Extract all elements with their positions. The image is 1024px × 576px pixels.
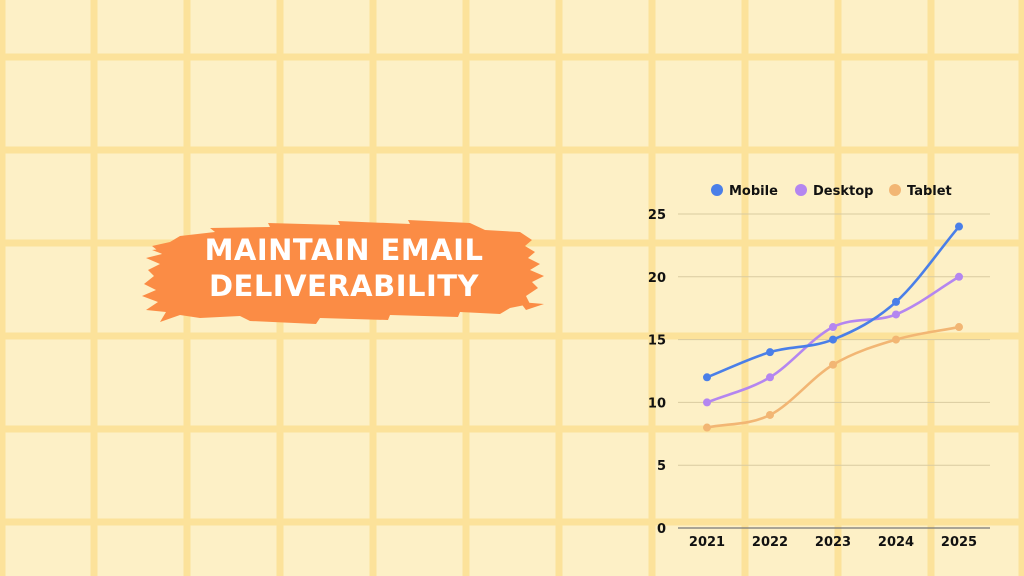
data-point-mobile-2022 <box>766 348 774 357</box>
legend-swatch-mobile <box>711 184 723 196</box>
legend-swatch-desktop <box>795 184 807 196</box>
data-point-desktop-2025 <box>955 272 963 281</box>
legend-item-tablet: Tablet <box>889 184 952 199</box>
brush-stroke-shape <box>142 220 544 324</box>
data-point-mobile-2023 <box>829 335 837 344</box>
chart-series-points <box>703 222 963 432</box>
legend-label-mobile: Mobile <box>729 184 778 199</box>
y-tick-label: 5 <box>657 459 666 474</box>
chart-gridlines <box>678 213 990 529</box>
title-line-2: DELIVERABILITY <box>208 269 480 303</box>
legend-item-mobile: Mobile <box>711 184 778 199</box>
data-point-desktop-2024 <box>892 310 900 319</box>
data-point-mobile-2021 <box>703 373 711 382</box>
x-tick-label: 2025 <box>941 535 977 550</box>
x-tick-label: 2024 <box>878 535 914 550</box>
data-point-desktop-2021 <box>703 398 711 407</box>
data-point-desktop-2022 <box>766 373 774 382</box>
title-banner: MAINTAIN EMAIL DELIVERABILITY <box>140 218 548 328</box>
x-tick-label: 2022 <box>752 535 788 550</box>
data-point-tablet-2024 <box>892 335 900 344</box>
legend-label-tablet: Tablet <box>907 184 952 199</box>
y-tick-label: 15 <box>648 334 666 349</box>
y-tick-label: 0 <box>657 522 666 537</box>
y-tick-label: 10 <box>648 396 666 411</box>
chart-legend: Mobile Desktop Tablet <box>711 184 952 199</box>
legend-item-desktop: Desktop <box>795 184 873 199</box>
page-title: MAINTAIN EMAIL DELIVERABILITY <box>140 232 548 304</box>
y-tick-label: 25 <box>648 208 666 223</box>
data-point-mobile-2024 <box>892 297 900 306</box>
y-tick-label: 20 <box>648 271 666 286</box>
title-line-1: MAINTAIN EMAIL <box>204 233 484 267</box>
y-axis-ticks: 0 5 10 15 20 25 <box>648 208 666 537</box>
data-point-mobile-2025 <box>955 222 963 231</box>
data-point-tablet-2022 <box>766 410 774 419</box>
data-point-tablet-2025 <box>955 323 963 332</box>
data-point-tablet-2021 <box>703 423 711 432</box>
x-tick-label: 2021 <box>689 535 725 550</box>
legend-swatch-tablet <box>889 184 901 196</box>
x-tick-label: 2023 <box>815 535 851 550</box>
data-point-tablet-2023 <box>829 360 837 369</box>
legend-label-desktop: Desktop <box>813 184 873 199</box>
data-point-desktop-2023 <box>829 323 837 332</box>
x-axis-ticks: 2021 2022 2023 2024 2025 <box>689 535 977 550</box>
